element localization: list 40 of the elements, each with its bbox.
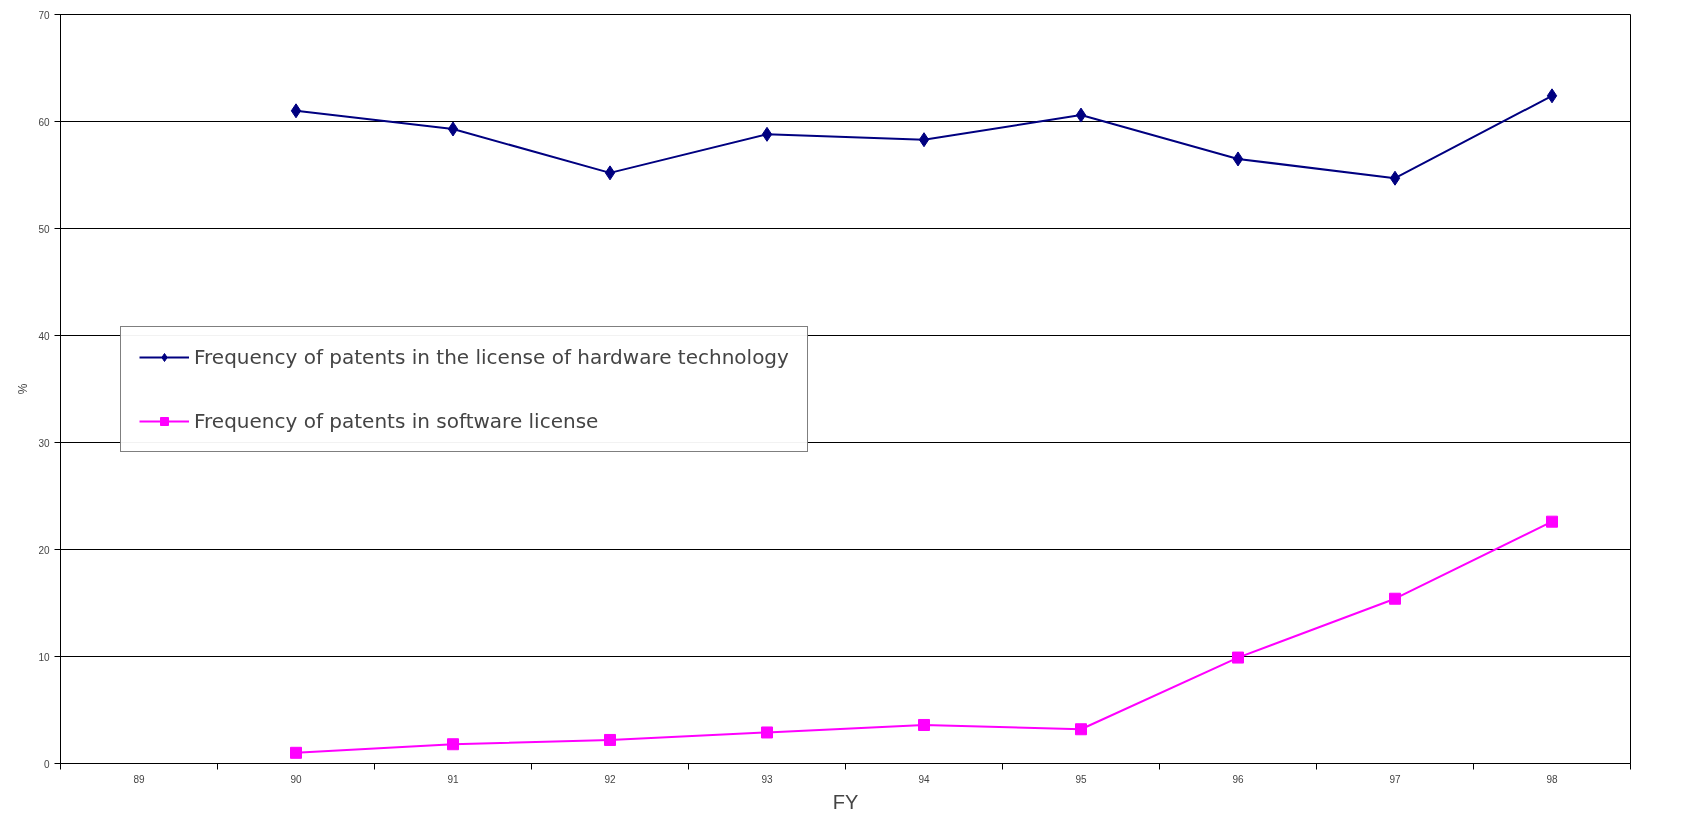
y-tick-label: 40 bbox=[38, 330, 50, 342]
point bbox=[1389, 592, 1401, 605]
point bbox=[1232, 151, 1244, 167]
x-tick-label: 89 bbox=[133, 773, 145, 785]
x-tick-label: 94 bbox=[918, 773, 930, 785]
x-tick-label: 92 bbox=[604, 773, 616, 785]
legend-label: Frequency of patents in software license bbox=[194, 408, 599, 433]
point bbox=[1546, 88, 1558, 104]
x-tick-label: 91 bbox=[447, 773, 459, 785]
y-tick-label: 10 bbox=[38, 651, 50, 663]
y-tick-label: 0 bbox=[43, 758, 50, 770]
point bbox=[761, 126, 773, 142]
point bbox=[918, 132, 930, 148]
x-tick-label: 96 bbox=[1232, 773, 1244, 785]
point bbox=[918, 718, 930, 731]
point bbox=[604, 165, 616, 181]
x-tick-label: 97 bbox=[1389, 773, 1401, 785]
y-tick-label: 70 bbox=[38, 9, 50, 21]
x-tick-label: 93 bbox=[761, 773, 773, 785]
legend-label: Frequency of patents in the license of hardware technology bbox=[194, 344, 789, 369]
y-tick-label: 30 bbox=[38, 437, 50, 449]
point bbox=[447, 121, 459, 137]
point bbox=[1075, 723, 1087, 736]
y-tick-label: 50 bbox=[38, 223, 50, 235]
point bbox=[604, 733, 616, 746]
point bbox=[761, 726, 773, 739]
point bbox=[447, 738, 459, 751]
point bbox=[1075, 107, 1087, 123]
point bbox=[1232, 651, 1244, 664]
x-tick-label: 98 bbox=[1546, 773, 1558, 785]
y-tick-label: 20 bbox=[38, 544, 50, 556]
point bbox=[1389, 170, 1401, 186]
y-tick-label: 60 bbox=[38, 116, 50, 128]
point bbox=[290, 746, 302, 759]
x-tick-label: 90 bbox=[290, 773, 302, 785]
x-axis-title: FY bbox=[832, 790, 859, 813]
point bbox=[1546, 515, 1558, 528]
x-tick-label: 95 bbox=[1075, 773, 1087, 785]
point bbox=[290, 103, 302, 119]
y-axis-title: % bbox=[16, 383, 31, 395]
